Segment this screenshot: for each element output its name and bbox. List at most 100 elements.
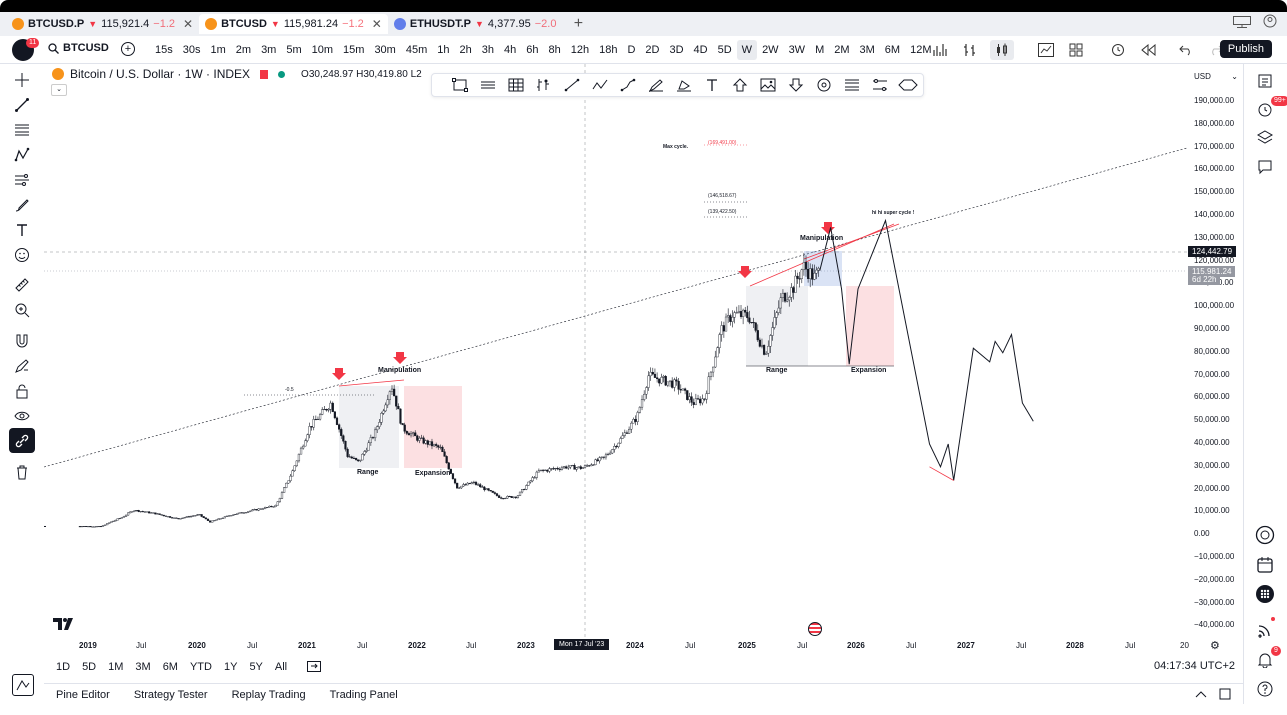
undo-icon[interactable] [1176, 40, 1196, 60]
circle-icon[interactable] [810, 75, 838, 95]
indicators-icon[interactable] [930, 40, 950, 60]
range-1d[interactable]: 1D [56, 661, 71, 673]
help-icon[interactable] [1254, 678, 1276, 700]
stay-drawing-icon[interactable] [9, 354, 35, 379]
zigzag-icon[interactable] [586, 75, 614, 95]
chart-pane[interactable] [44, 64, 1187, 638]
interval-1h[interactable]: 1h [437, 44, 450, 56]
compass-icon[interactable] [1254, 524, 1276, 546]
link-icon[interactable] [9, 428, 35, 454]
signal-icon[interactable] [1254, 619, 1276, 641]
object-tree-icon[interactable] [12, 674, 34, 696]
notifications-icon[interactable] [1254, 649, 1276, 671]
compare-symbol-button[interactable]: + [121, 42, 135, 56]
collapse-panel-icon[interactable] [1195, 689, 1207, 702]
pattern-icon[interactable] [9, 143, 35, 168]
path-icon[interactable] [614, 75, 642, 95]
crosshair-icon[interactable] [9, 68, 35, 93]
tab-strategy-tester[interactable]: Strategy Tester [133, 688, 208, 701]
interval-2m[interactable]: 2m [235, 44, 252, 56]
parallel-channel-icon[interactable] [474, 75, 502, 95]
chart-legend[interactable]: Bitcoin / U.S. Dollar · 1W · INDEX O30,2… [52, 67, 422, 81]
arrow-up-icon[interactable] [726, 75, 754, 95]
close-tab-icon[interactable]: ✕ [371, 17, 382, 31]
fib-icon[interactable] [838, 75, 866, 95]
interval-30s[interactable]: 30s [182, 44, 201, 56]
interval-10m[interactable]: 10m [311, 44, 334, 56]
layout-icon[interactable] [1233, 15, 1251, 33]
bar-style-icon[interactable] [960, 40, 980, 60]
pen-icon[interactable] [642, 75, 670, 95]
eye-icon[interactable] [9, 403, 35, 428]
flag-icon[interactable] [260, 69, 269, 79]
symbol-search[interactable]: BTCUSD [48, 42, 109, 54]
interval-3d[interactable]: 3D [669, 44, 684, 56]
interval-5m[interactable]: 5m [286, 44, 302, 56]
publish-button[interactable]: Publish [1219, 40, 1272, 58]
interval-m[interactable]: M [815, 44, 825, 56]
interval-w[interactable]: W [736, 40, 758, 60]
replay-icon[interactable] [1138, 40, 1158, 60]
candles-icon[interactable] [990, 40, 1014, 60]
trash-icon[interactable] [9, 459, 35, 484]
interval-3h[interactable]: 3h [481, 44, 494, 56]
alerts-icon[interactable] [1254, 98, 1276, 120]
interval-18h[interactable]: 18h [599, 44, 618, 56]
chart-type-icon[interactable] [1036, 40, 1056, 60]
interval-2h[interactable]: 2h [459, 44, 472, 56]
interval-2w[interactable]: 2W [762, 44, 779, 56]
legend-collapse-button[interactable]: ⌄ [51, 84, 67, 96]
settings-gear-icon[interactable]: ⚙ [1210, 640, 1220, 652]
interval-4d[interactable]: 4D [693, 44, 708, 56]
apps-icon[interactable] [1254, 583, 1276, 605]
layers-icon[interactable] [1254, 126, 1276, 148]
emoji-icon[interactable] [9, 242, 35, 267]
horizontal-lines-icon[interactable] [9, 118, 35, 143]
interval-6h[interactable]: 6h [526, 44, 539, 56]
range-1m[interactable]: 1M [108, 661, 124, 673]
interval-15s[interactable]: 15s [155, 44, 173, 56]
tab-pine-editor[interactable]: Pine Editor [56, 688, 110, 701]
gann-icon[interactable] [866, 75, 894, 95]
interval-45m[interactable]: 45m [405, 44, 428, 56]
interval-15m[interactable]: 15m [343, 44, 365, 56]
forecast-icon[interactable] [9, 168, 35, 193]
tab-btcusd-p[interactable]: BTCUSD.P ▼ 115,921.4 −1.2 ✕ [6, 14, 199, 34]
zoom-icon[interactable] [9, 298, 35, 323]
interval-8h[interactable]: 8h [548, 44, 561, 56]
tab-trading-panel[interactable]: Trading Panel [329, 688, 398, 701]
interval-2d[interactable]: 2D [645, 44, 660, 56]
time-axis[interactable]: 2019 Jul 2020 Jul 2021 Jul 2022 Jul 2023 Jul 2024 J… [44, 622, 1220, 654]
goto-date-icon[interactable] [307, 660, 322, 675]
range-5d[interactable]: 5D [82, 661, 97, 673]
lock-icon[interactable] [9, 379, 35, 404]
events-flag-icon[interactable] [808, 622, 822, 636]
tab-btcusd[interactable]: BTCUSD ▼ 115,981.24 −1.2 ✕ [199, 14, 388, 34]
layout-grid-icon[interactable] [1066, 40, 1086, 60]
ellipse-icon[interactable] [894, 75, 922, 95]
currency-selector[interactable]: USD ⌄ [1191, 69, 1241, 83]
tab-replay-trading[interactable]: Replay Trading [231, 688, 306, 701]
trend-line-icon[interactable] [9, 93, 35, 118]
image-icon[interactable] [754, 75, 782, 95]
calendar-icon[interactable] [1254, 554, 1276, 576]
watchlist-icon[interactable] [1254, 70, 1276, 92]
arrow-down-icon[interactable] [782, 75, 810, 95]
brush-icon[interactable] [9, 192, 35, 217]
price-axis[interactable]: 190,000.00 180,000.00 170,000.00 160,000.00… [1187, 64, 1243, 638]
interval-2m[interactable]: 2M [834, 44, 850, 56]
interval-5d[interactable]: 5D [717, 44, 732, 56]
text-tool-icon[interactable] [698, 75, 726, 95]
chat-icon[interactable] [1254, 156, 1276, 178]
magnet-icon[interactable] [9, 329, 35, 354]
interval-3m[interactable]: 3m [261, 44, 277, 56]
interval-d[interactable]: D [627, 44, 636, 56]
range-all[interactable]: All [274, 661, 288, 673]
account-icon[interactable] [1263, 14, 1277, 33]
interval-3m[interactable]: 3M [859, 44, 875, 56]
range-1y[interactable]: 1Y [223, 661, 238, 673]
interval-4h[interactable]: 4h [504, 44, 517, 56]
text-icon[interactable] [9, 217, 35, 242]
range-3m[interactable]: 3M [135, 661, 151, 673]
grid-icon[interactable] [502, 75, 530, 95]
